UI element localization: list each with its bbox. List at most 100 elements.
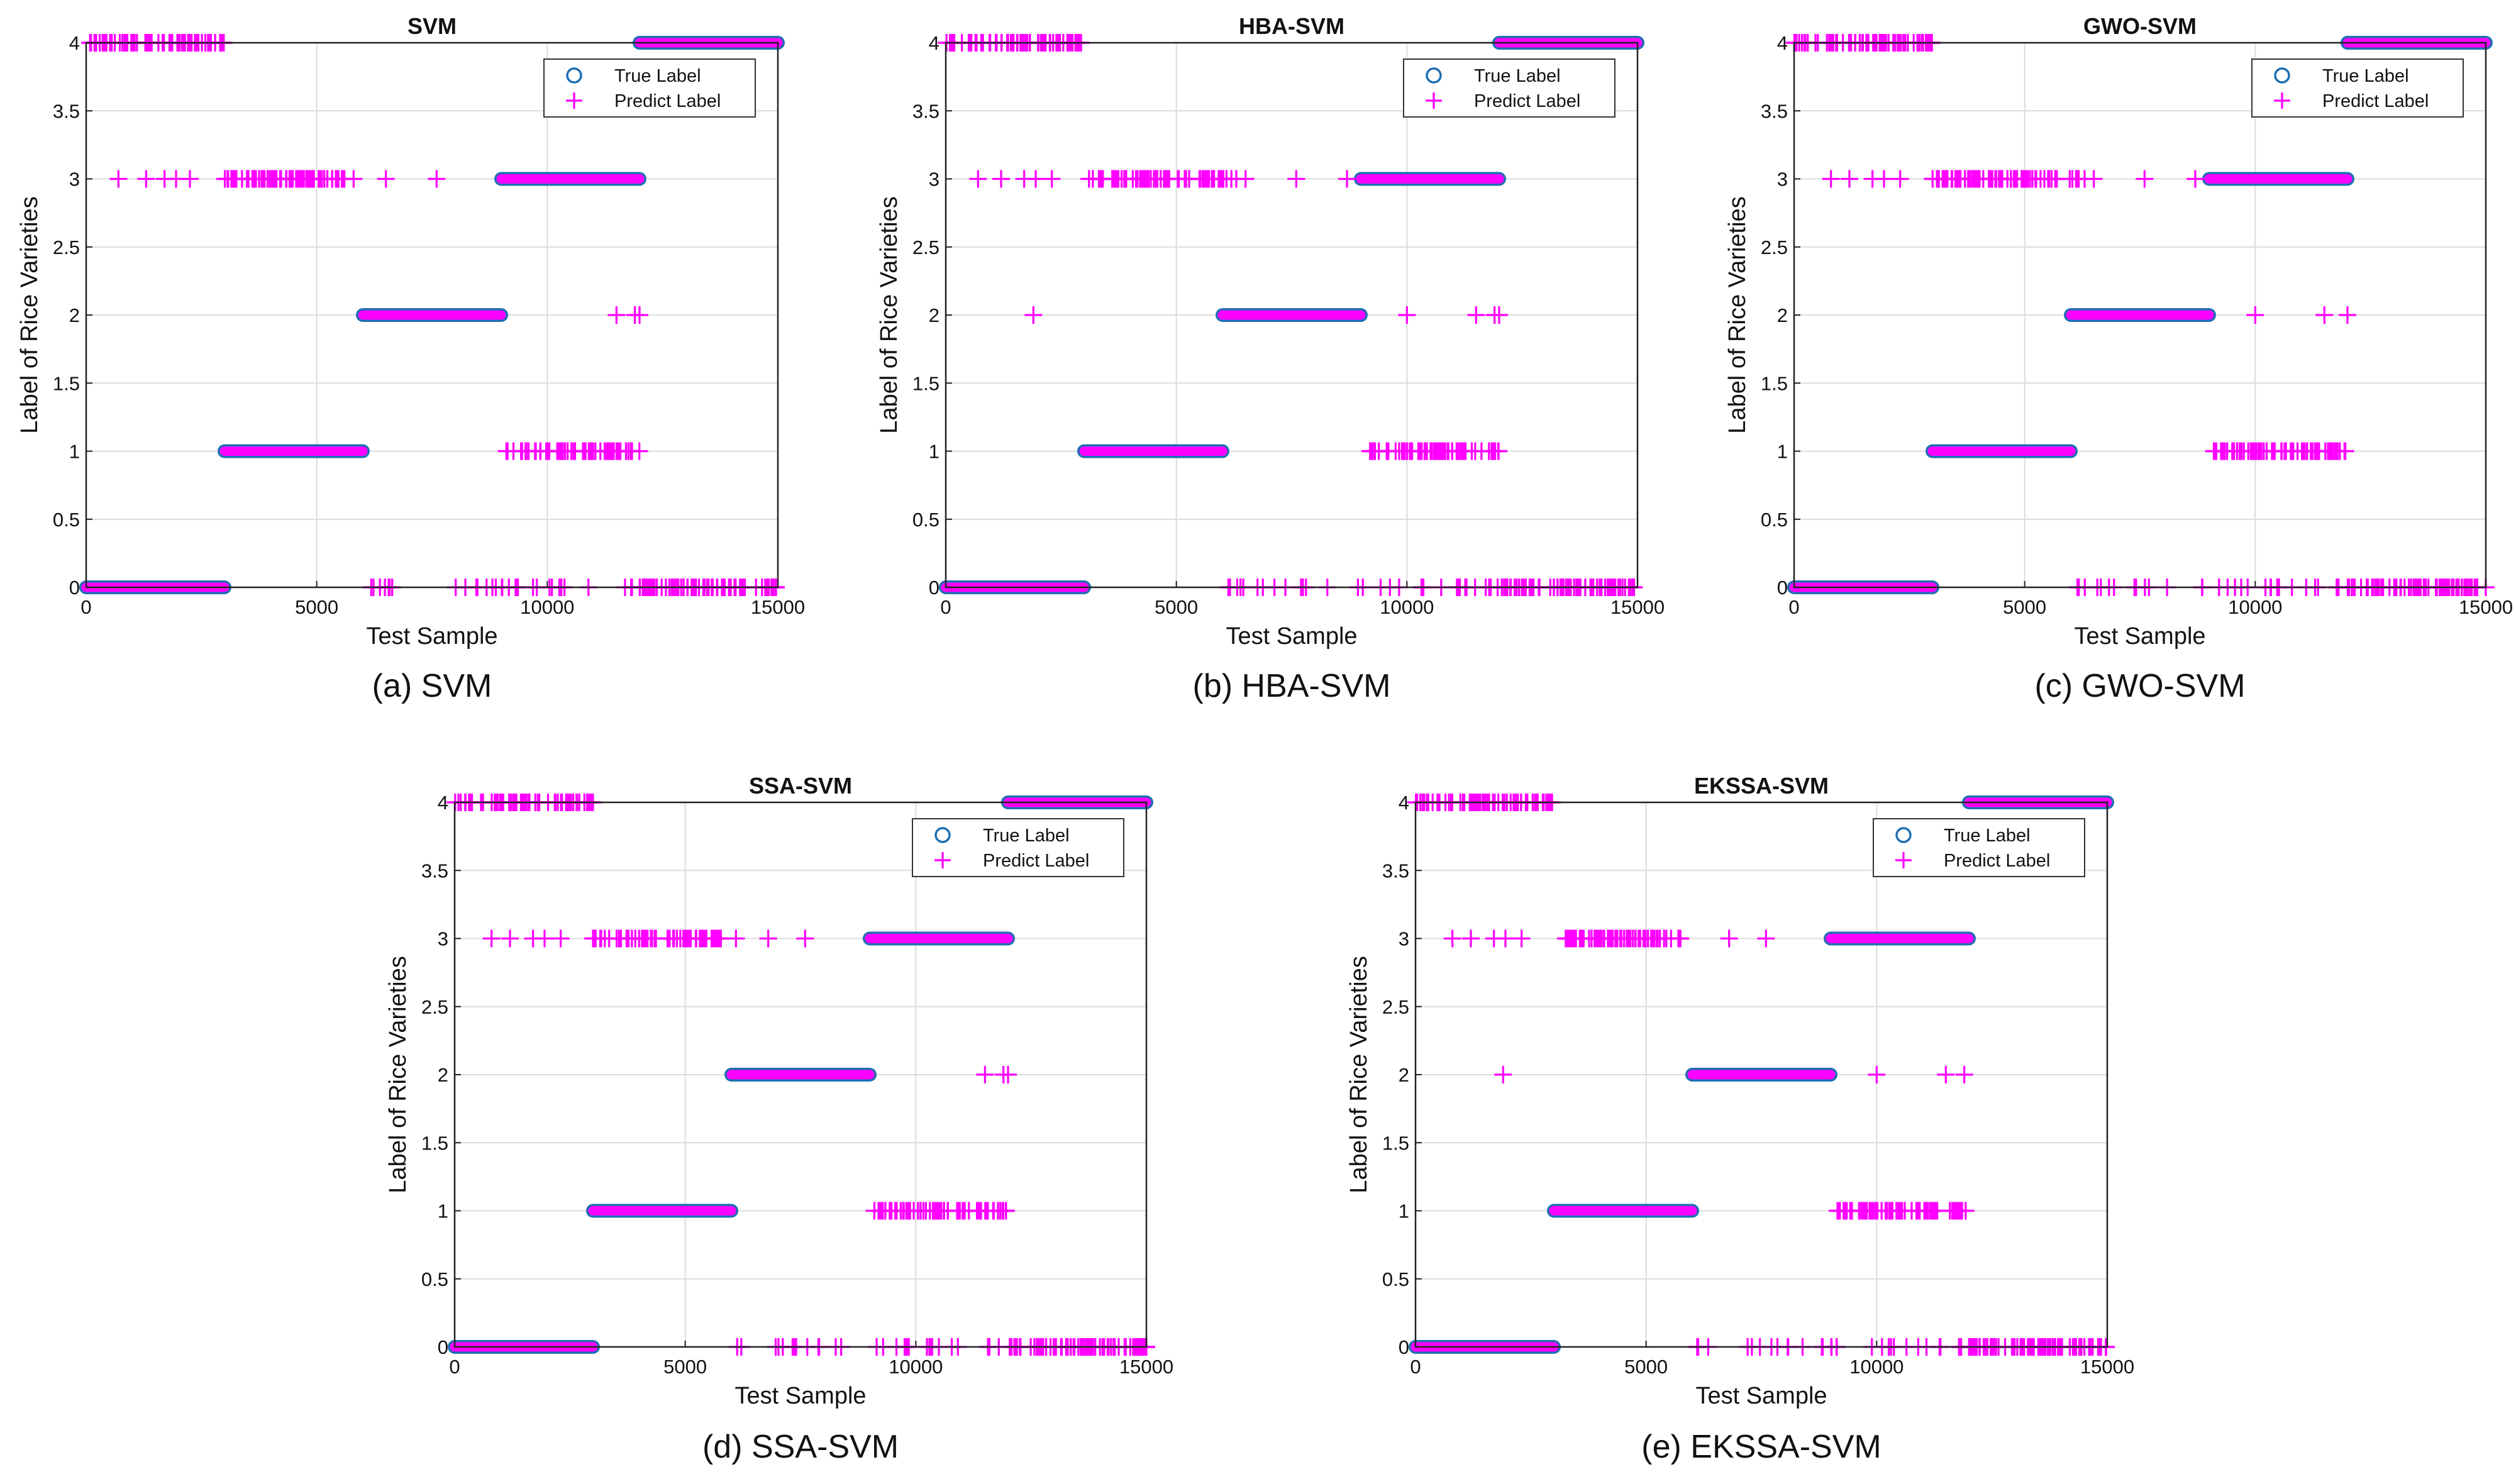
y-tick-label: 3.5 [912, 100, 939, 122]
predict-point [1287, 170, 1305, 188]
predict-point [796, 929, 814, 948]
predict-point [576, 442, 594, 460]
predict-point [584, 929, 602, 948]
x-tick-label: 10000 [889, 1356, 943, 1378]
y-tick-label: 0 [929, 577, 939, 599]
predict-point [222, 170, 240, 188]
y-tick-label: 2.5 [1382, 996, 1409, 1018]
x-tick-label: 5000 [2003, 596, 2046, 618]
x-tick-label: 15000 [2080, 1356, 2134, 1378]
x-tick-label: 10000 [1849, 1356, 1904, 1378]
predict-point [1512, 929, 1531, 948]
x-tick-label: 10000 [2228, 596, 2282, 618]
x-axis-label: Test Sample [366, 623, 497, 650]
predict-point [1651, 929, 1669, 948]
legend-box [2251, 58, 2464, 118]
predict-point [1981, 170, 1999, 188]
panel-caption: (e) EKSSA-SVM [1641, 1429, 1881, 1465]
predict-point [1882, 1202, 1900, 1220]
legend-true-label: True Label [1944, 826, 2031, 846]
predict-point [1483, 442, 1502, 460]
predict-point [1853, 1202, 1871, 1220]
legend: True Label Predict Label [2251, 58, 2464, 118]
x-axis-label: Test Sample [1226, 623, 1357, 650]
predict-point [2012, 170, 2031, 188]
legend-true-label: True Label [2322, 66, 2409, 86]
predict-point [1431, 442, 1449, 460]
predict-point [676, 929, 694, 948]
y-tick-label: 1.5 [53, 372, 80, 394]
predict-point [976, 1066, 994, 1083]
predict-point [1115, 170, 1133, 188]
legend-predict-label: Predict Label [983, 851, 1089, 871]
predict-point [1875, 170, 1893, 188]
x-axis-label: Test Sample [2074, 623, 2205, 650]
predict-point [137, 170, 155, 188]
x-tick-label: 0 [1410, 1356, 1421, 1378]
x-axis-label: Test Sample [734, 1383, 866, 1409]
y-tick-label: 2.5 [912, 236, 939, 258]
predict-point [1398, 306, 1416, 324]
y-tick-label: 0 [1399, 1336, 1409, 1358]
predict-point [1937, 1066, 1955, 1083]
predict-point [536, 929, 553, 948]
x-tick-label: 0 [80, 596, 91, 618]
y-axis-label: Label of Rice Varieties [385, 956, 411, 1193]
legend-box [1873, 818, 2085, 877]
y-tick-label: 3 [929, 169, 939, 191]
legend-box [543, 58, 756, 118]
y-tick-label: 3 [1399, 928, 1409, 950]
predict-point [1955, 1066, 1973, 1083]
y-tick-label: 2.5 [1761, 236, 1788, 258]
y-tick-label: 1 [1399, 1200, 1409, 1222]
y-tick-label: 0.5 [53, 509, 80, 531]
chart-panel-ssa: 0 5000 10000 15000 0 0.5 1 1.5 2 2.5 3 3.5 4 SSA-SVM T… [385, 773, 1173, 1465]
y-axis-label: Label of Rice Varieties [1346, 956, 1372, 1193]
predict-point [727, 929, 745, 948]
panel-caption: (a) SVM [372, 668, 492, 704]
legend-predict-label: Predict Label [614, 91, 721, 111]
chart-title: GWO-SVM [2083, 13, 2197, 39]
predict-point [623, 929, 641, 948]
legend-box [1403, 58, 1615, 118]
predict-point [1398, 442, 1416, 460]
plus-marker-icon [1895, 852, 1912, 868]
y-tick-label: 0.5 [1761, 509, 1788, 531]
predict-point [1148, 170, 1167, 188]
predict-point [1720, 929, 1738, 948]
predict-point [2136, 170, 2154, 188]
predict-point [999, 1066, 1017, 1083]
predict-point [2284, 442, 2302, 460]
predict-point [345, 170, 363, 188]
x-tick-label: 10000 [1380, 596, 1434, 618]
predict-point [377, 170, 395, 188]
legend-true-label: True Label [1474, 66, 1561, 86]
y-tick-label: 2 [1399, 1064, 1409, 1086]
chart-title: SVM [407, 13, 457, 39]
y-tick-label: 3.5 [1382, 860, 1409, 882]
predict-point [501, 929, 519, 948]
chart-panel-hba: 0 5000 10000 15000 0 0.5 1 1.5 2 2.5 3 3.5 4 HBA-SVM T… [876, 13, 1665, 704]
x-tick-label: 5000 [295, 596, 338, 618]
predict-point [1338, 170, 1356, 188]
plus-marker-icon [934, 852, 951, 868]
plus-marker-icon [566, 92, 582, 109]
y-tick-label: 4 [438, 792, 448, 814]
predict-point [631, 306, 648, 324]
predict-point [263, 170, 282, 188]
predict-point [1043, 170, 1061, 188]
predict-point [1169, 170, 1187, 188]
predict-point [1462, 929, 1480, 948]
predict-point [1456, 442, 1474, 460]
predict-point [994, 1202, 1012, 1220]
predict-point [2046, 170, 2064, 188]
y-axis-label: Label of Rice Varieties [16, 196, 43, 433]
y-tick-label: 3 [1777, 169, 1788, 191]
predict-point [109, 170, 128, 188]
predict-point [2205, 442, 2224, 460]
predict-point [929, 1202, 948, 1220]
predict-point [1670, 929, 1687, 948]
predict-point [181, 170, 199, 188]
x-tick-label: 15000 [1610, 596, 1665, 618]
y-tick-label: 3 [69, 169, 80, 191]
